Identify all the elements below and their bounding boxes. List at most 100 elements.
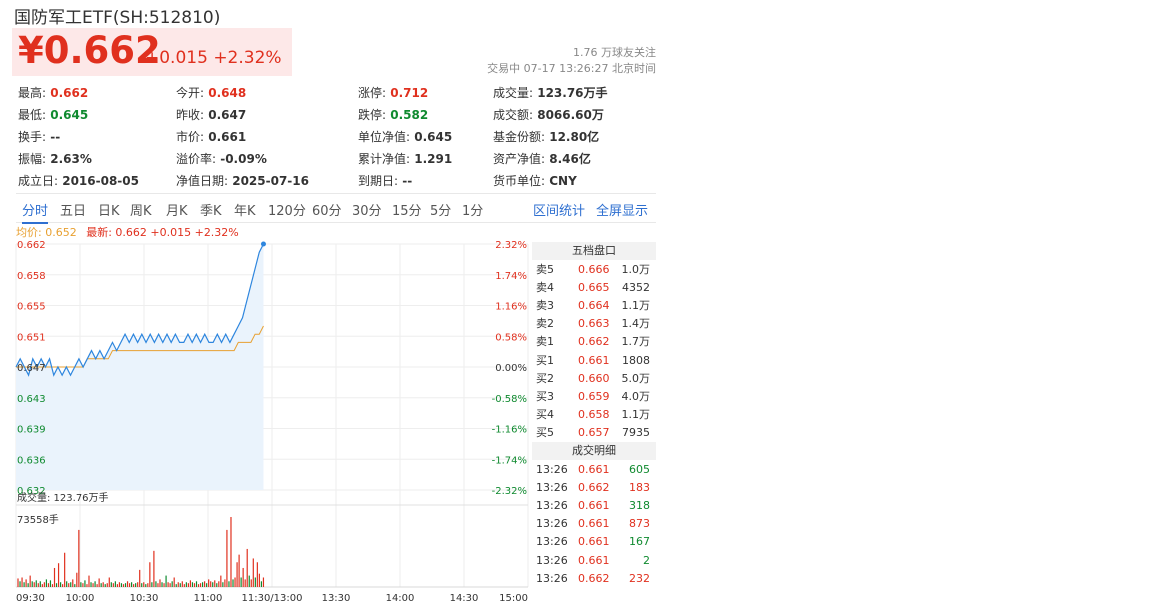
row-price: 0.659	[578, 389, 610, 403]
quote-value: 2016-08-05	[58, 174, 139, 188]
quote-item: 货币单位: CNY	[493, 172, 577, 192]
time-tick-label: 11:00	[194, 593, 223, 604]
quote-label: 成交量:	[493, 86, 534, 100]
row-price: 0.662	[578, 571, 610, 585]
trade-row: 13:26 0.661 167	[532, 533, 656, 551]
time-tick-label: 14:30	[450, 593, 479, 604]
pct-tick-label: 2.32%	[495, 240, 527, 251]
price-tick-label: 0.647	[17, 363, 46, 374]
row-volume: 1808	[622, 353, 650, 367]
row-price: 0.662	[578, 335, 610, 349]
quote-label: 资产净值:	[493, 152, 546, 166]
quote-label: 昨收:	[176, 108, 205, 122]
tab-4[interactable]: 月K	[166, 204, 188, 219]
ask-row: 卖3 0.664 1.1万	[532, 297, 656, 315]
tab-1[interactable]: 五日	[60, 204, 87, 219]
tab-9[interactable]: 30分	[352, 204, 382, 219]
price-tick-label: 0.639	[17, 425, 46, 436]
period-tabs: 分时 五日 日K 周K 月K 季K 年K 120分 60分 30分 15分 5分 1分 区间统计 全屏显示	[16, 193, 656, 224]
quote-item: 资产净值: 8.46亿	[493, 150, 591, 170]
quote-item: 成交量: 123.76万手	[493, 84, 608, 104]
quote-item: 净值日期: 2025-07-16	[176, 172, 309, 192]
quote-value: 0.661	[204, 130, 247, 144]
quote-value: 12.80亿	[545, 130, 600, 144]
time-tick-label: 14:00	[386, 593, 415, 604]
row-label: 卖1	[536, 335, 554, 349]
ask-row: 卖5 0.666 1.0万	[532, 261, 656, 279]
trade-row: 13:26 0.661 318	[532, 497, 656, 515]
row-label: 买2	[536, 371, 554, 385]
quote-label: 成立日:	[18, 174, 59, 188]
quote-label: 最高:	[18, 86, 47, 100]
row-volume: 1.0万	[621, 263, 651, 276]
bid-row: 买5 0.657 7935	[532, 424, 656, 442]
time-tick-label: 09:30	[16, 593, 45, 604]
chart-legend: 均价: 0.652 最新: 0.662 +0.015 +2.32%	[16, 224, 239, 240]
quote-value: 123.76万手	[533, 86, 608, 100]
tab-6[interactable]: 年K	[234, 204, 256, 219]
quote-label: 振幅:	[18, 152, 47, 166]
row-label: 卖2	[536, 317, 554, 331]
last-price-label: 最新: 0.662 +0.015 +2.32%	[86, 226, 239, 239]
row-volume: 1.7万	[621, 335, 651, 349]
range-stats-link[interactable]: 区间统计	[533, 204, 586, 219]
fullscreen-link[interactable]: 全屏显示	[596, 204, 649, 219]
followers-count[interactable]: 1.76 万球友关注	[573, 46, 656, 59]
row-label: 卖5	[536, 263, 554, 276]
quote-item: 市价: 0.661	[176, 128, 246, 148]
quote-value: -0.09%	[216, 152, 267, 166]
tab-12[interactable]: 1分	[462, 204, 484, 219]
row-price: 0.664	[578, 299, 610, 313]
pct-tick-label: -1.74%	[492, 455, 527, 466]
tab-3[interactable]: 周K	[130, 204, 152, 219]
row-volume: 4352	[622, 281, 650, 295]
trade-row: 13:26 0.662 232	[532, 570, 656, 588]
row-volume: 4.0万	[621, 389, 651, 403]
trades-title: 成交明细	[532, 442, 656, 460]
avg-price-line	[16, 325, 264, 368]
quote-value: --	[398, 174, 413, 188]
quote-value: 0.648	[204, 86, 247, 100]
time-tick-label: 11:30/13:00	[241, 593, 302, 604]
quote-item: 跌停: 0.582	[358, 106, 428, 126]
row-price: 0.661	[578, 517, 610, 531]
bid-row: 买4 0.658 1.1万	[532, 406, 656, 424]
tab-0[interactable]: 分时	[22, 200, 49, 224]
last-price-dot	[260, 241, 266, 247]
row-price: 0.661	[578, 463, 610, 476]
tab-10[interactable]: 15分	[392, 204, 422, 219]
quote-value: CNY	[545, 174, 577, 188]
row-volume: 183	[629, 481, 650, 495]
tab-11[interactable]: 5分	[430, 204, 452, 219]
row-volume: 5.0万	[621, 371, 651, 385]
quote-label: 成交额:	[493, 108, 534, 122]
time-tick-label: 10:00	[66, 593, 95, 604]
quote-label: 累计净值:	[358, 152, 411, 166]
row-volume: 2	[643, 553, 650, 567]
trading-status: 交易中 07-17 13:26:27 北京时间	[487, 62, 656, 75]
quote-label: 今开:	[176, 86, 205, 100]
row-price: 0.661	[578, 553, 610, 567]
quote-item: 振幅: 2.63%	[18, 150, 92, 170]
quote-value: 0.582	[386, 108, 429, 122]
intraday-chart[interactable]: 0.662 0.658 0.655 0.651 0.647 0.643 0.639 0.636…	[0, 232, 530, 607]
quote-item: 单位净值: 0.645	[358, 128, 452, 148]
row-price: 0.658	[578, 407, 610, 421]
row-label: 买1	[536, 353, 554, 367]
row-volume: 232	[629, 571, 650, 585]
tab-2[interactable]: 日K	[98, 204, 120, 219]
row-label: 13:26	[536, 499, 568, 513]
ask-row: 卖4 0.665 4352	[532, 279, 656, 297]
tab-5[interactable]: 季K	[200, 204, 222, 219]
tab-8[interactable]: 60分	[312, 204, 342, 219]
row-price: 0.660	[578, 371, 610, 385]
pct-tick-label: -2.32%	[492, 486, 527, 497]
quote-label: 涨停:	[358, 86, 387, 100]
row-volume: 7935	[622, 425, 650, 439]
price-tick-label: 0.632	[17, 486, 46, 497]
quote-value: 2.63%	[46, 152, 92, 166]
row-label: 13:26	[536, 481, 568, 495]
tab-7[interactable]: 120分	[268, 204, 306, 219]
quote-label: 换手:	[18, 130, 47, 144]
avg-price-label: 均价: 0.652	[16, 226, 77, 239]
